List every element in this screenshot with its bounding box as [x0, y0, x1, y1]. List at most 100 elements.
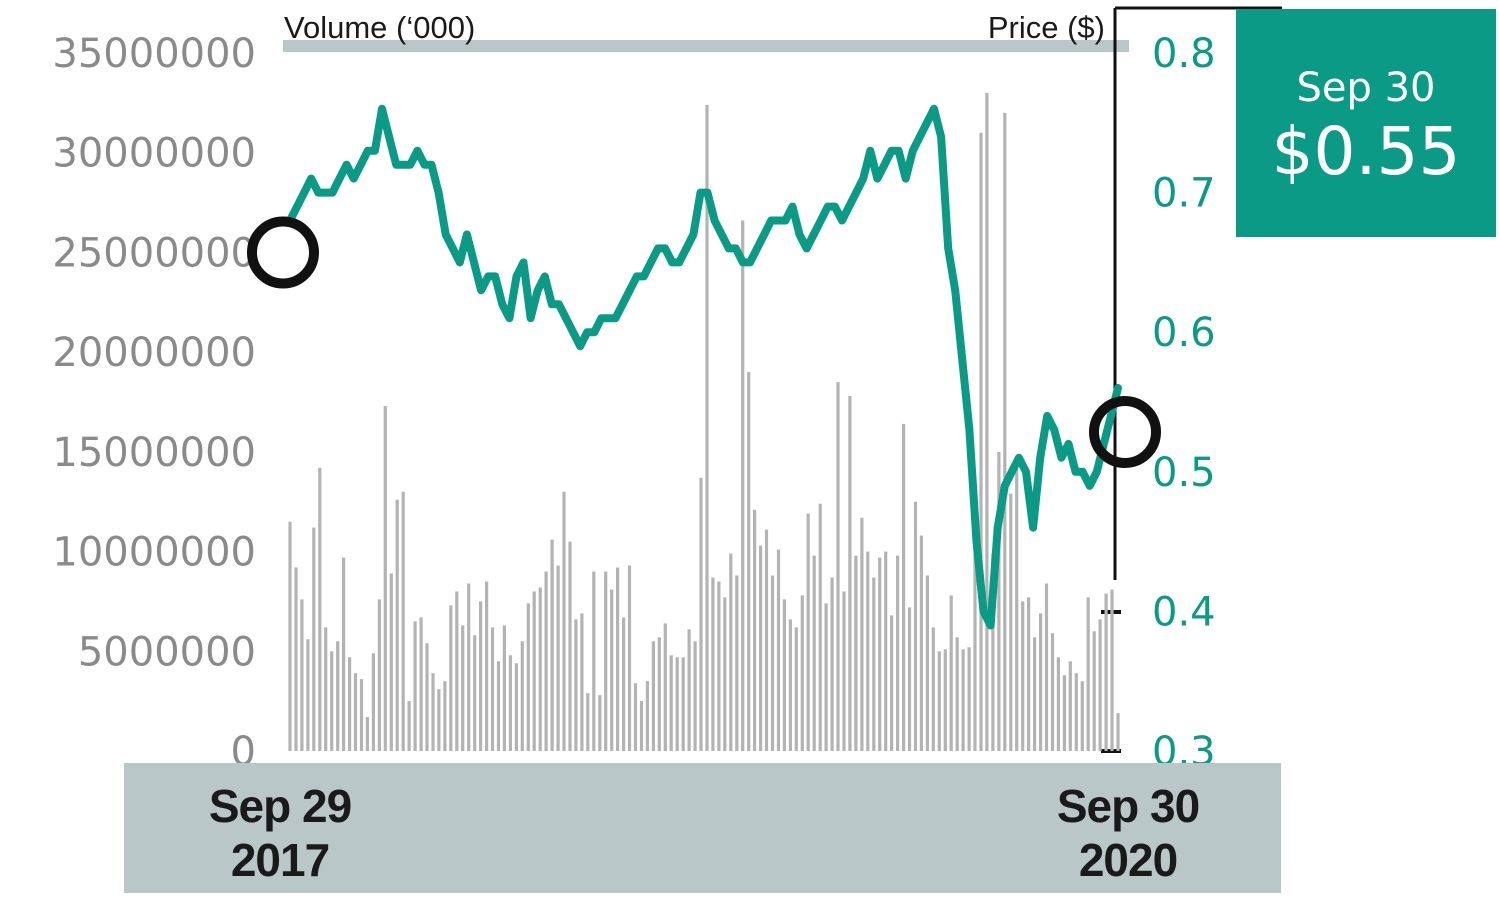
start-marker: [247, 216, 319, 289]
volume-bar: [306, 639, 310, 751]
volume-bar: [1033, 637, 1037, 751]
volume-bar: [359, 679, 364, 751]
volume-bar: [955, 637, 959, 751]
volume-bar: [1050, 633, 1055, 751]
volume-bar: [568, 541, 572, 751]
volume-bar: [443, 681, 447, 751]
volume-bar: [312, 527, 316, 751]
volume-bar: [711, 577, 715, 751]
callout-date: Sep 30: [1296, 65, 1436, 111]
volume-bar: [562, 491, 566, 751]
volume-bar: [449, 605, 453, 751]
volume-bar: [294, 567, 298, 751]
volume-bar: [336, 641, 340, 751]
volume-bar: [872, 577, 876, 751]
volume-bar: [556, 565, 560, 751]
volume-bar: [413, 621, 417, 751]
volume-bar: [723, 597, 727, 751]
volume-bar: [1068, 661, 1072, 751]
callout-price: $0.55: [1271, 113, 1461, 190]
volume-bar: [699, 477, 703, 751]
volume-bar: [324, 627, 328, 751]
volume-bar: [663, 623, 667, 751]
volume-bar: [824, 603, 828, 751]
volume-bar: [1086, 597, 1090, 751]
price-line: [286, 104, 1122, 630]
volume-bar: [1039, 613, 1043, 751]
left-tick-label: 35000000: [52, 31, 256, 77]
left-tick-label: 5000000: [78, 629, 256, 675]
volume-bar: [1044, 583, 1049, 751]
volume-bar: [586, 693, 590, 751]
volume-bar: [467, 583, 471, 751]
volume-bar: [741, 220, 745, 751]
volume-bar: [431, 673, 435, 751]
volume-bar: [574, 619, 578, 751]
volume-bar: [907, 607, 912, 751]
volume-bar: [401, 491, 405, 751]
volume-bar: [550, 539, 554, 751]
volume-bar: [902, 423, 906, 751]
volume-bar: [627, 565, 632, 751]
volume-bar: [770, 575, 775, 751]
volume-bar: [830, 577, 834, 751]
volume-bar: [407, 701, 411, 751]
volume-bar: [1021, 601, 1025, 751]
volume-bar: [645, 681, 649, 751]
volume-bar: [854, 555, 858, 751]
volume-bar: [514, 663, 518, 751]
volume-bar: [985, 92, 989, 751]
volume-bar: [681, 657, 685, 751]
left-tick-label: 25000000: [52, 230, 256, 276]
volume-bar: [735, 575, 739, 751]
volume-bar: [800, 595, 804, 751]
volume-bar: [377, 599, 381, 751]
volume-bar: [788, 619, 792, 751]
volume-bar: [598, 695, 602, 751]
volume-bar: [896, 555, 900, 751]
volume-bar: [365, 717, 369, 751]
volume-bar: [633, 683, 638, 751]
volume-bar: [1056, 657, 1060, 751]
volume-bar: [1062, 675, 1066, 751]
volume-bar: [937, 651, 941, 751]
volume-bar: [705, 104, 709, 751]
volume-bar: [371, 653, 375, 751]
volume-bar: [842, 591, 846, 751]
volume-bar: [419, 617, 423, 751]
right-axis-ticks: 0.80.70.60.50.40.3: [1152, 31, 1216, 775]
volume-bar: [318, 467, 322, 751]
volume-bar: [961, 649, 965, 751]
volume-bar: [383, 406, 387, 751]
volume-bar: [1080, 681, 1084, 751]
volume-bar: [848, 396, 852, 751]
right-axis-bracket: [1113, 6, 1282, 580]
volume-bar: [693, 641, 697, 751]
volume-bar: [866, 551, 870, 751]
left-axis-ticks: 35000000 30000000 25000000 20000000 15000000…: [52, 31, 256, 775]
volume-bar: [490, 627, 495, 751]
volume-bar: [818, 503, 822, 751]
volume-bar: [997, 451, 1001, 751]
volume-bars: [288, 92, 1120, 752]
volume-bar: [622, 617, 626, 751]
volume-bar: [812, 555, 816, 751]
left-tick-label: 20000000: [52, 330, 256, 376]
right-tick-label: 0.5: [1152, 450, 1216, 496]
volume-bar: [967, 647, 971, 751]
volume-bar: [687, 629, 691, 751]
volume-bar: [860, 517, 864, 751]
volume-bar: [610, 589, 614, 751]
volume-bar: [330, 651, 334, 751]
volume-bar: [353, 673, 358, 751]
volume-bar: [425, 643, 429, 751]
volume-bar: [729, 553, 733, 751]
volume-bar: [1104, 593, 1108, 751]
volume-bar: [288, 521, 292, 751]
volume-bar: [669, 655, 673, 751]
volume-bar: [973, 517, 977, 751]
volume-bar: [651, 641, 655, 751]
x-axis-band: [124, 763, 1281, 893]
volume-bar: [925, 575, 929, 751]
volume-bar: [461, 625, 465, 751]
